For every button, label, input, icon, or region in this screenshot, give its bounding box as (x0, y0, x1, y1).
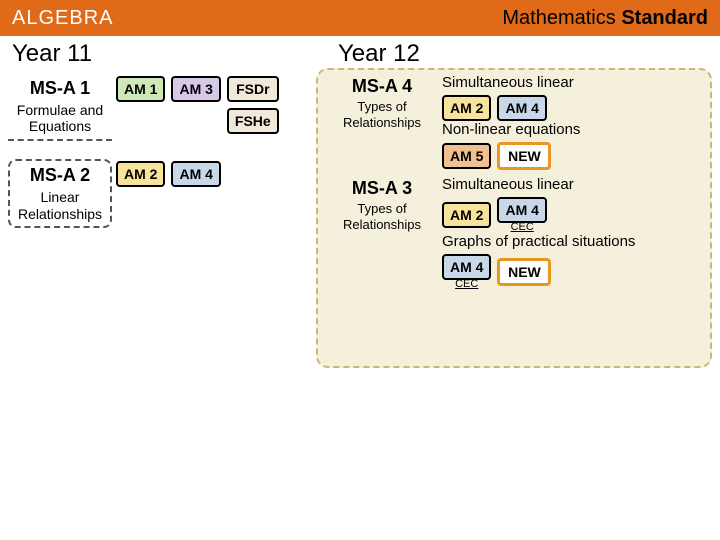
header: ALGEBRA Mathematics Standard (0, 0, 720, 36)
detail-label: Simultaneous linear (442, 74, 574, 91)
tag-new: NEW (497, 142, 551, 170)
tag-am4: AM 4 (442, 254, 491, 280)
topic-subtitle: Types of Relationships (326, 201, 438, 232)
topic-subtitle: Linear Relationships (12, 189, 108, 223)
tag-am4: AM 4 (497, 95, 546, 121)
y11-row: MS-A 2Linear RelationshipsAM 2AM 4 (8, 159, 318, 228)
tag-am3: AM 3 (171, 76, 220, 102)
detail-label: Non-linear equations (442, 121, 580, 138)
tag-list: AM 1AM 3 FSDr FSHe (116, 74, 279, 134)
topic-subtitle: Formulae and Equations (10, 102, 110, 136)
header-subject: ALGEBRA (12, 7, 113, 30)
y12-row: MS-A 3Types of RelationshipsSimultaneous… (326, 176, 712, 290)
detail-side: Simultaneous linear AM 2AM 4Non-linear eq… (438, 74, 712, 170)
topic-ms-a1: MS-A 1Formulae and Equations (8, 74, 112, 141)
detail-side: Simultaneous linearAM 2AM 4CECGraphs of … (438, 176, 712, 290)
topic-code: MS-A 3 (326, 178, 438, 199)
tag-am2: AM 2 (442, 95, 491, 121)
detail-label: Simultaneous linear (442, 176, 574, 193)
tag-fsdr: FSDr (227, 76, 279, 102)
tag-am4: AM 4 (497, 197, 546, 223)
topic-ms-a2: MS-A 2Linear Relationships (8, 159, 112, 228)
year11-title: Year 11 (8, 40, 318, 68)
topic-ms-a3: MS-A 3Types of Relationships (326, 176, 438, 232)
tag-am1: AM 1 (116, 76, 165, 102)
tag-am2: AM 2 (116, 161, 165, 187)
header-course: Mathematics Standard (502, 7, 708, 30)
detail-block: Graphs of practical situations AM 4CEC NEW (442, 233, 712, 290)
tag-fshe: FSHe (227, 108, 279, 134)
detail-block: Simultaneous linear AM 2AM 4 (442, 74, 712, 121)
tag-am2: AM 2 (442, 202, 491, 228)
fs-col: FSDr FSHe (227, 76, 279, 134)
topic-code: MS-A 4 (326, 76, 438, 97)
tag-new: NEW (497, 258, 551, 286)
cec-label: CEC (455, 278, 478, 290)
topic-code: MS-A 2 (12, 165, 108, 187)
y12-row: MS-A 4Types of RelationshipsSimultaneous… (326, 74, 712, 170)
topic-code: MS-A 1 (10, 78, 110, 100)
detail-block: Non-linear equations AM 5NEW (442, 121, 712, 170)
topic-subtitle: Types of Relationships (326, 99, 438, 130)
topic-ms-a4: MS-A 4Types of Relationships (326, 74, 438, 130)
year12-title: Year 12 (318, 40, 712, 68)
tag-list: AM 2AM 4 (116, 159, 221, 187)
y11-row: MS-A 1Formulae and EquationsAM 1AM 3 FSDr… (8, 74, 318, 141)
detail-label: Graphs of practical situations (442, 233, 635, 250)
tag-am5: AM 5 (442, 143, 491, 169)
detail-block: Simultaneous linear AM 2AM 4CEC (442, 176, 712, 233)
year12-column: Year 12 MS-A 4Types of RelationshipsSimu… (318, 40, 712, 296)
content: Year 11 MS-A 1Formulae and EquationsAM 1… (0, 36, 720, 296)
cec-label: CEC (511, 221, 534, 233)
tag-am4: AM 4 (171, 161, 220, 187)
year11-column: Year 11 MS-A 1Formulae and EquationsAM 1… (8, 40, 318, 296)
